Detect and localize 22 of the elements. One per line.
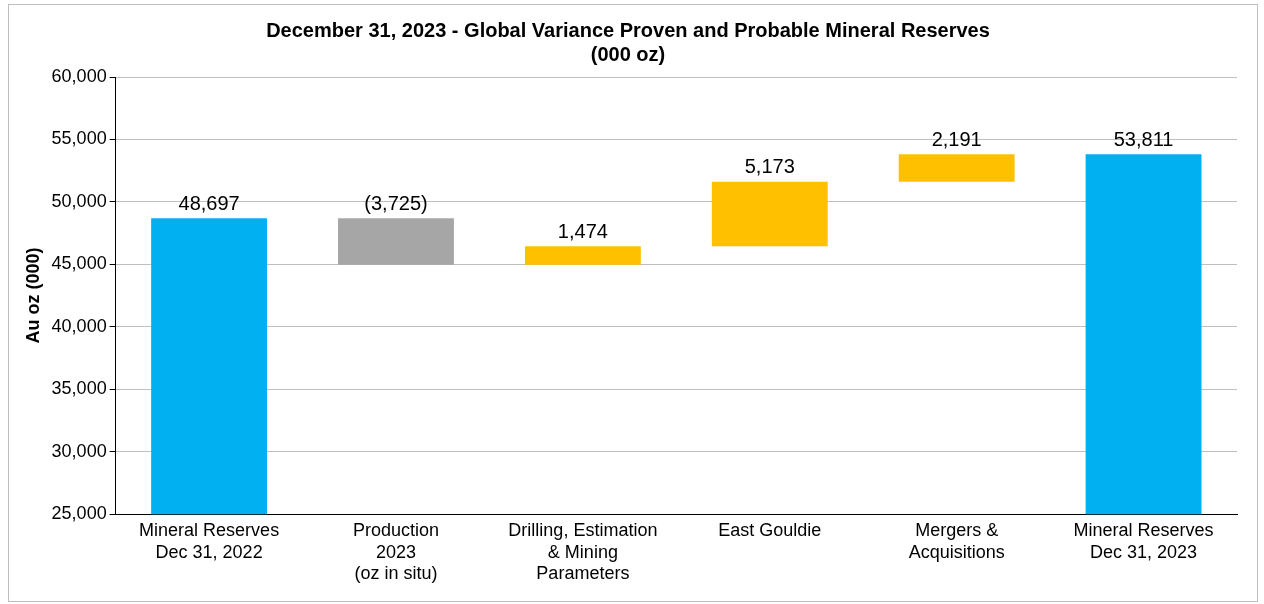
- chart-title: December 31, 2023 - Global Variance Proven and Probable Mineral Reserves (000 oz): [266, 18, 990, 65]
- y-tick-label: 55,000: [51, 128, 107, 149]
- x-tick-label: Mergers & Acquisitions: [908, 519, 1005, 562]
- y-tick-label: 35,000: [51, 378, 107, 399]
- data-label: 1,474: [557, 219, 608, 242]
- y-tick-label: 45,000: [51, 253, 107, 274]
- x-tick-label: Drilling, Estimation & Mining Parameters: [508, 519, 658, 584]
- x-tick-label: Production 2023 (oz in situ): [352, 519, 440, 584]
- y-tick-label: 50,000: [51, 190, 107, 211]
- data-label: 2,191: [931, 127, 982, 150]
- x-tick-label: Mineral Reserves Dec 31, 2023: [1073, 519, 1214, 562]
- data-label: 48,697: [178, 191, 240, 214]
- y-axis-title: Au oz (000): [22, 247, 43, 344]
- x-tick-label: Mineral Reserves Dec 31, 2022: [139, 519, 280, 562]
- data-label: 53,811: [1113, 127, 1174, 150]
- y-tick-label: 40,000: [51, 315, 107, 336]
- data-label: (3,725): [364, 191, 428, 214]
- x-tick-label: East Gouldie: [718, 519, 822, 540]
- data-label: 5,173: [744, 155, 795, 178]
- y-tick-label: 30,000: [51, 440, 107, 461]
- y-tick-label: 60,000: [51, 65, 107, 86]
- y-tick-label: 25,000: [51, 503, 107, 524]
